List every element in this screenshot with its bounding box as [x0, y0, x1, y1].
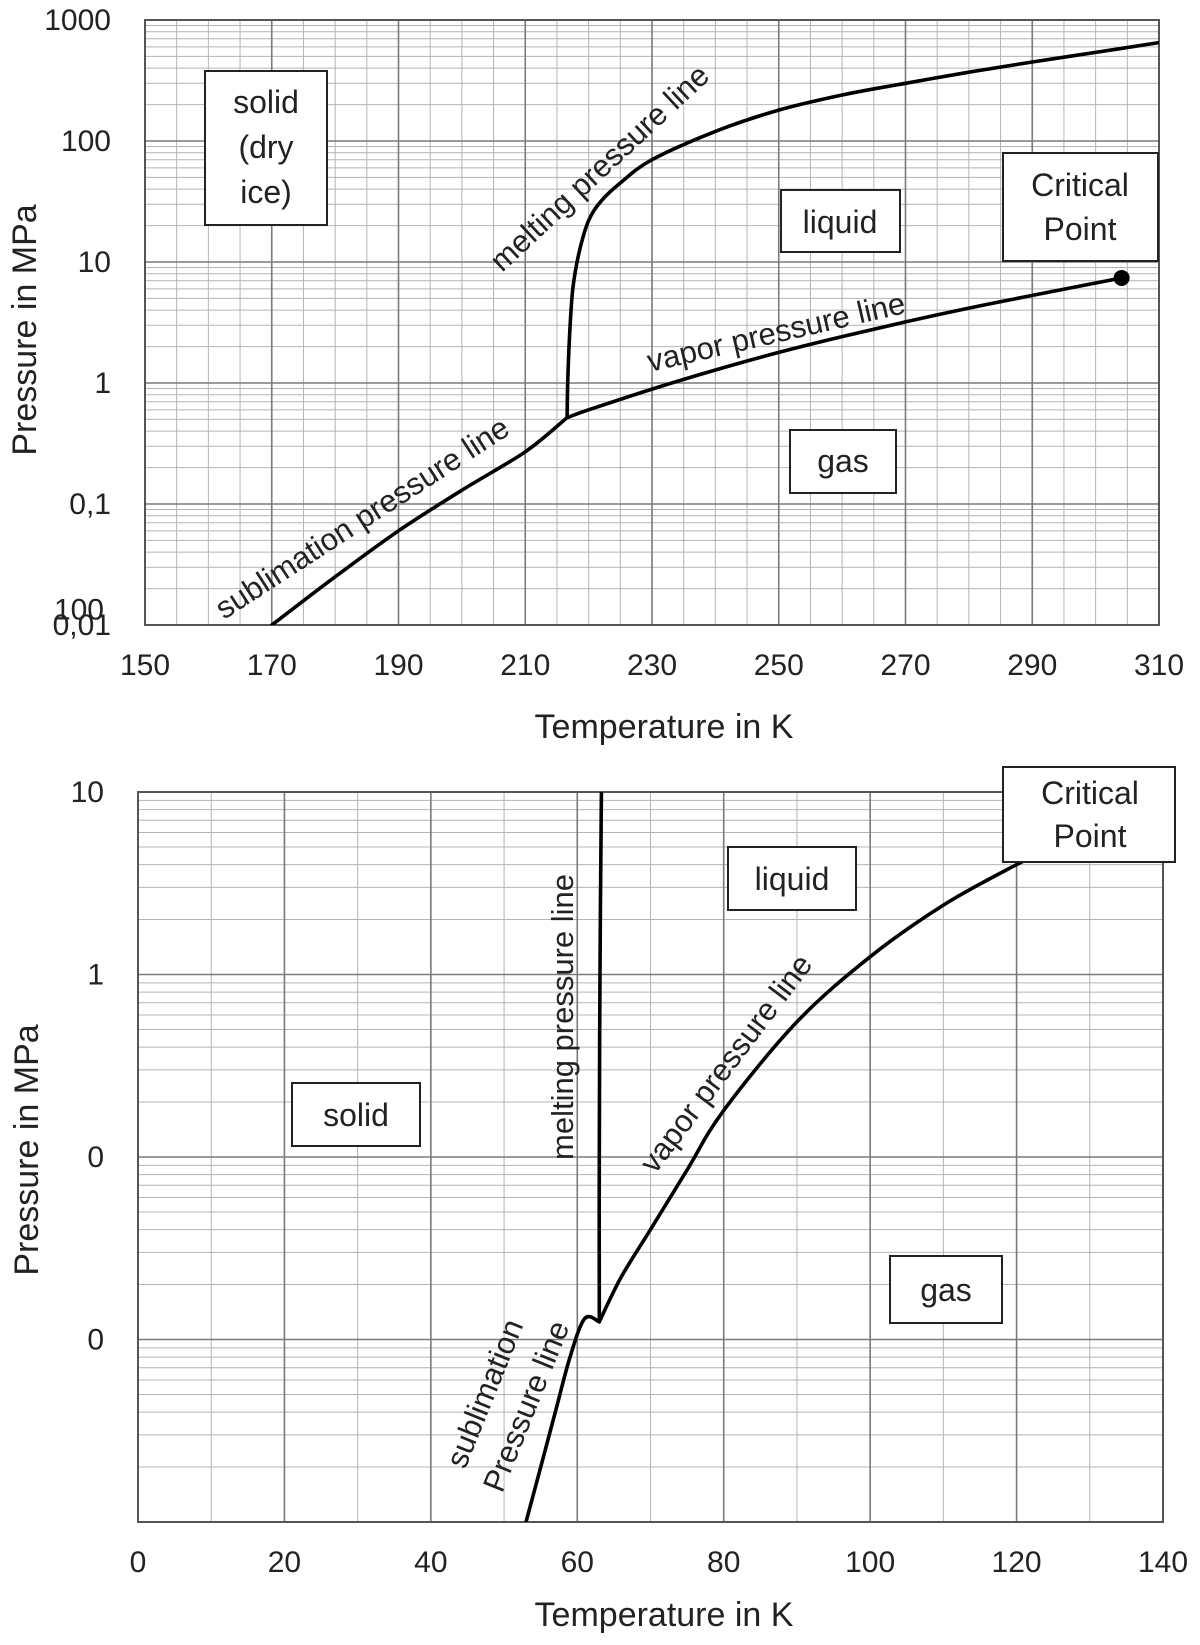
n2-x-tick-label: 120: [992, 1546, 1042, 1579]
n2-gas-label: gas: [920, 1272, 972, 1308]
co2-region-liquid: liquid: [780, 189, 901, 253]
co2-x-tick-label: 310: [1134, 649, 1184, 682]
n2-region-liquid: liquid: [727, 846, 857, 911]
co2-sublimation-pressure-line: [270, 415, 569, 625]
co2-x-tick-label: 270: [880, 649, 930, 682]
co2-region-solid: solid (dry ice): [204, 70, 328, 226]
n2-melting-pressure-line: [597, 792, 604, 1324]
co2-critical-point-marker: [1113, 269, 1130, 286]
co2-plot-frame: [144, 19, 1160, 626]
co2-critical-line2: Point: [1044, 211, 1117, 247]
n2-x-tick-label: 80: [707, 1546, 740, 1579]
n2-x-tick-label: 60: [561, 1546, 594, 1579]
co2-y-tick-label: 0,1: [69, 488, 111, 521]
co2-solid-line1: solid: [233, 84, 299, 120]
co2-y-tick-label: 10: [78, 246, 111, 279]
co2-x-tick-label: 150: [120, 649, 170, 682]
n2-y-tick-label: 1: [87, 959, 104, 992]
co2-gas-label: gas: [817, 443, 869, 479]
co2-x-tick-label: 290: [1007, 649, 1057, 682]
n2-grid: [137, 791, 1164, 1523]
n2-x-tick-label: 100: [845, 1546, 895, 1579]
co2-y-tick-label: 1: [94, 367, 111, 400]
n2-critical-point-box: Critical Point: [1002, 766, 1176, 863]
co2-y-tick-label: 0,01: [53, 609, 111, 642]
n2-y-tick-label: 10: [71, 776, 104, 809]
co2-solid-line2: (dry: [238, 129, 293, 165]
n2-x-tick-label: 0: [130, 1546, 147, 1579]
co2-grid: [144, 19, 1160, 626]
co2-y-axis-title: Pressure in MPa: [6, 204, 44, 455]
n2-y-ticks: 0 0 1 10 100: [54, 594, 104, 1357]
n2-y-axis-title: Pressure in MPa: [8, 1024, 46, 1275]
n2-critical-line2: Point: [1054, 818, 1127, 854]
co2-x-axis-title: Temperature in K: [535, 708, 794, 746]
co2-region-gas: gas: [789, 429, 897, 494]
co2-x-tick-label: 210: [500, 649, 550, 682]
co2-critical-point-box: Critical Point: [1002, 152, 1159, 262]
n2-x-tick-label: 20: [268, 1546, 301, 1579]
n2-region-solid: solid: [291, 1082, 421, 1147]
co2-y-tick-label: 100: [61, 125, 111, 158]
co2-y-ticks: 0,01 0,1 1 10 100 1000: [44, 4, 111, 642]
n2-plot-frame: [137, 791, 1164, 1523]
n2-vapor-line-label: vapor pressure line: [633, 948, 820, 1180]
co2-critical-line1: Critical: [1031, 167, 1129, 203]
n2-x-tick-label: 140: [1138, 1546, 1188, 1579]
co2-y-tick-label: 1000: [44, 4, 111, 37]
co2-sublimation-line-label: sublimation pressure line: [209, 410, 516, 626]
co2-x-tick-label: 170: [247, 649, 297, 682]
co2-x-tick-label: 250: [754, 649, 804, 682]
co2-vapor-pressure-line: [565, 276, 1124, 420]
n2-solid-label: solid: [323, 1097, 389, 1133]
co2-x-tick-label: 190: [373, 649, 423, 682]
n2-liquid-label: liquid: [755, 861, 830, 897]
n2-x-axis-title: Temperature in K: [535, 1596, 794, 1634]
n2-curves: [524, 792, 1070, 1522]
co2-curves: [270, 40, 1159, 625]
n2-x-tick-label: 40: [414, 1546, 447, 1579]
n2-critical-line1: Critical: [1041, 775, 1139, 811]
n2-y-tick-label: 0: [87, 1141, 104, 1174]
co2-melting-pressure-line: [565, 40, 1159, 420]
n2-melting-line-label: melting pressure line: [545, 874, 580, 1160]
n2-sublimation-pressure-line: [524, 1314, 602, 1522]
n2-y-tick-label: 100: [54, 594, 104, 627]
n2-y-tick-label: 0: [87, 1324, 104, 1357]
co2-x-ticks: 150 170 190 210 230 250 270 290 310: [120, 649, 1184, 682]
co2-solid-line3: ice): [240, 174, 292, 210]
n2-vapor-pressure-line: [597, 840, 1064, 1324]
n2-region-gas: gas: [889, 1255, 1003, 1324]
co2-phase-diagram: 150 170 190 210 230 250 270 290 310 0,01 0,1 1 10 10…: [6, 4, 1184, 746]
co2-x-tick-label: 230: [627, 649, 677, 682]
co2-liquid-label: liquid: [803, 204, 878, 240]
n2-x-ticks: 0 20 40 60 80 100 120 140: [130, 1546, 1188, 1579]
